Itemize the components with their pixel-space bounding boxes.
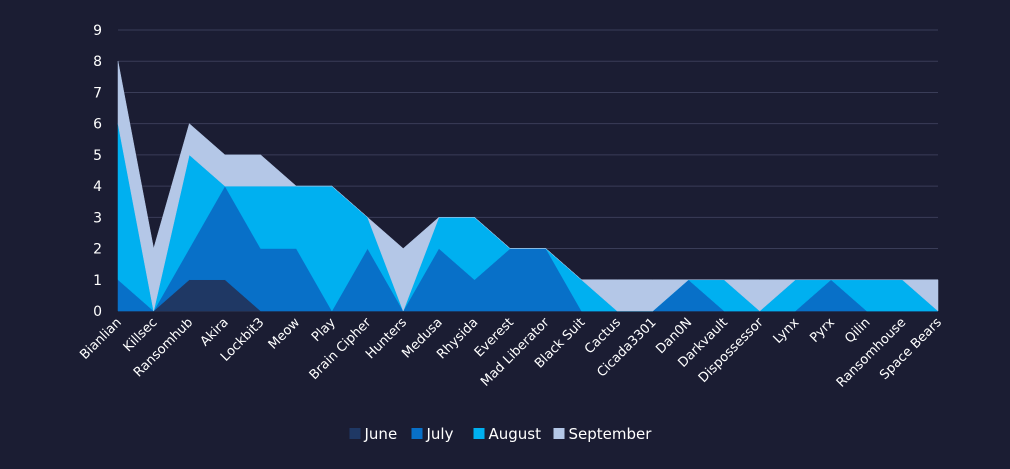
legend-label: September (569, 425, 653, 443)
y-tick-label: 1 (93, 273, 102, 289)
area-series-group (117, 61, 939, 312)
legend-label: July (426, 425, 454, 443)
legend-swatch (473, 428, 485, 439)
y-tick-label: 5 (93, 148, 102, 164)
x-tick-label: Bianlian (77, 315, 124, 362)
legend-item-august: August (473, 425, 542, 443)
y-tick-label: 7 (93, 85, 102, 101)
legend-swatch (411, 428, 423, 439)
x-tick-label: Pyrx (807, 315, 838, 346)
y-tick-label: 8 (93, 54, 102, 70)
x-tick-label: Play (309, 315, 339, 345)
legend: June July August September (349, 425, 653, 443)
legend-item-july: July (411, 425, 454, 443)
x-tick-label: Lynx (771, 315, 803, 347)
legend-swatch (349, 428, 361, 439)
legend-label: August (489, 425, 542, 443)
legend-item-june: June (349, 425, 398, 443)
y-tick-label: 3 (93, 210, 102, 226)
x-tick-label: Qilin (842, 315, 873, 346)
area-series-september (117, 61, 939, 312)
y-tick-label: 9 (93, 23, 102, 39)
y-axis: 0 1 2 3 4 5 6 7 8 9 (93, 23, 102, 320)
y-tick-label: 4 (93, 179, 102, 195)
y-tick-label: 6 (93, 117, 102, 133)
y-tick-label: 0 (93, 304, 102, 320)
x-tick-label: Meow (266, 315, 304, 353)
legend-label: June (364, 425, 398, 443)
x-tick-label: Dispossessor (696, 315, 767, 386)
y-tick-label: 2 (93, 242, 102, 258)
legend-item-september: September (553, 425, 653, 443)
legend-swatch (553, 428, 565, 439)
